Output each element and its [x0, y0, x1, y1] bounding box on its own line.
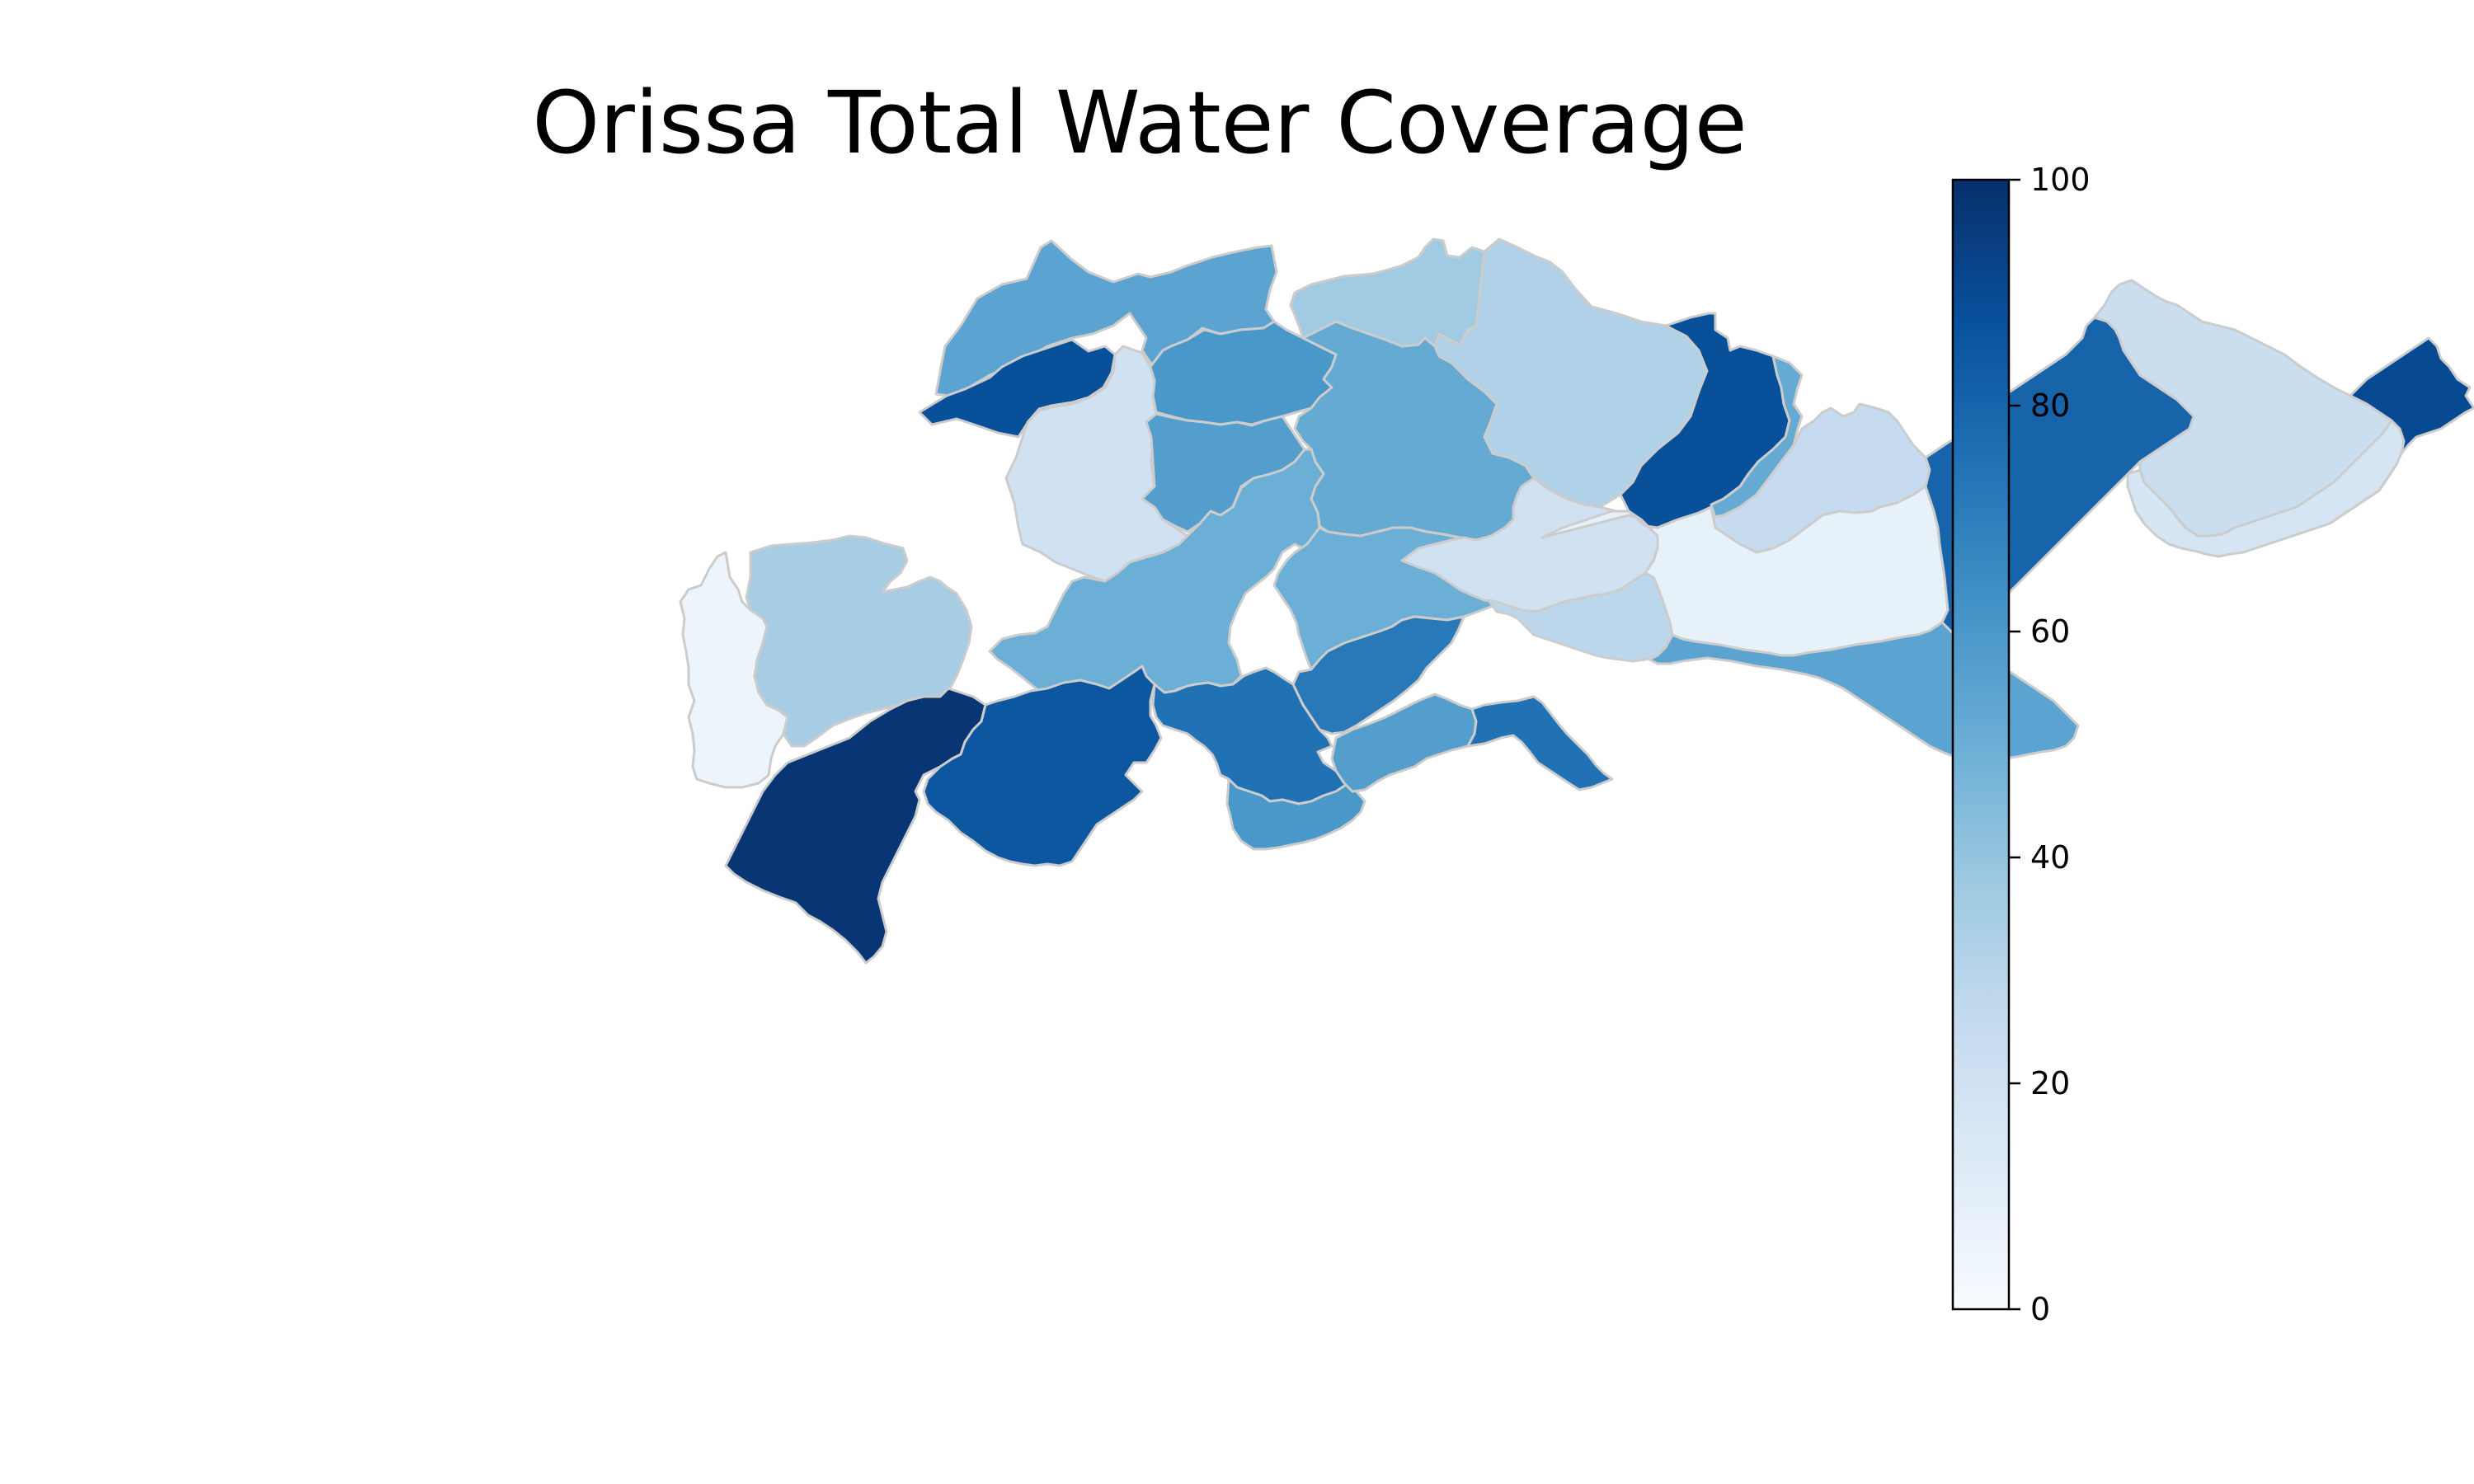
district-region	[918, 338, 1117, 439]
district-regions	[679, 237, 2474, 965]
colorbar-tick-label: 60	[2030, 613, 2070, 650]
colorbar-tick-label: 40	[2030, 839, 2070, 876]
colorbar-ticks: 0 20 40 60 80 100	[2009, 162, 2091, 1327]
district-region	[922, 665, 1163, 867]
colorbar-tick-label: 80	[2030, 387, 2070, 424]
colorbar: 0 20 40 60 80 100	[1951, 162, 2091, 1327]
colorbar-tick-label: 0	[2030, 1291, 2050, 1327]
district-region	[1466, 695, 1614, 791]
district-region	[1291, 615, 1465, 735]
district-region	[1225, 777, 1366, 851]
colorbar-tick-label: 20	[2030, 1065, 2070, 1101]
district-region	[724, 687, 987, 965]
district-region	[1330, 693, 1478, 793]
colorbar-gradient	[1951, 178, 2011, 1311]
district-region	[1289, 237, 1486, 348]
colorbar-tick-label: 100	[2030, 162, 2091, 198]
chart-title: Orissa Total Water Coverage	[532, 73, 1747, 173]
district-region	[2254, 336, 2474, 550]
district-region	[1648, 621, 2080, 764]
